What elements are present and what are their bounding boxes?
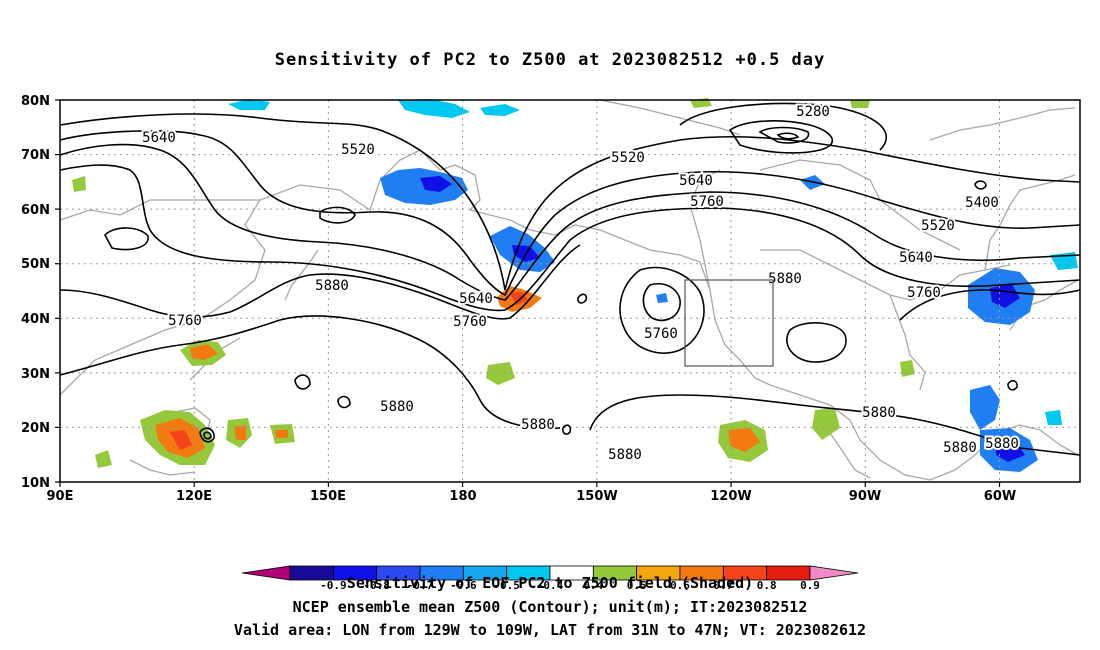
valid-area-box bbox=[684, 279, 774, 367]
colorbar-label: 0.8 bbox=[757, 579, 777, 592]
colorbar-label: -0.7 bbox=[407, 579, 434, 592]
contour-label: 5520 bbox=[611, 150, 645, 166]
colorbar-label: -0.6 bbox=[450, 579, 477, 592]
shading-caption: Sensitivity of EOF PC2 to Z500 field (Sh… bbox=[346, 574, 754, 592]
lat-label: 70N bbox=[21, 148, 50, 163]
colorbar-label: 0.7 bbox=[713, 579, 733, 592]
lon-label: 150E bbox=[310, 489, 346, 504]
contour-label: 5880 bbox=[862, 405, 896, 421]
lat-axis-labels: 80N 70N 60N 50N 40N 30N 20N 10N bbox=[21, 94, 50, 491]
contour-label: 5760 bbox=[690, 194, 724, 210]
colorbar-labels: -0.9 -0.8 -0.7 -0.6 -0.5 -0.4 0.4 0.5 0.6 0.7 0.8 0… bbox=[320, 579, 820, 592]
sensitivity-shading bbox=[72, 98, 1078, 472]
contour-label: 5760 bbox=[644, 326, 678, 342]
lat-label: 80N bbox=[21, 94, 50, 109]
contour-label: 5280 bbox=[796, 104, 830, 120]
valid-area-caption: Valid area: LON from 129W to 109W, LAT f… bbox=[233, 621, 867, 639]
contour-label: 5880 bbox=[985, 436, 1019, 452]
colorbar-label: -0.8 bbox=[363, 579, 390, 592]
lon-label: 120W bbox=[710, 489, 751, 504]
colorbar-label: 0.6 bbox=[670, 579, 690, 592]
contour-label: 5880 bbox=[943, 440, 977, 456]
lon-label: 120E bbox=[176, 489, 212, 504]
contour-label: 5640 bbox=[679, 173, 713, 189]
colorbar-label: -0.5 bbox=[493, 579, 520, 592]
lon-label: 60W bbox=[984, 489, 1016, 504]
lon-label: 90W bbox=[849, 489, 881, 504]
contour-label: 5880 bbox=[380, 399, 414, 415]
lon-label: 90E bbox=[47, 489, 74, 504]
colorbar-label: -0.9 bbox=[320, 579, 347, 592]
contour-label: 5880 bbox=[315, 278, 349, 294]
contour-label: 5640 bbox=[459, 291, 493, 307]
contour-label: 5640 bbox=[142, 130, 176, 146]
contour-label: 5880 bbox=[768, 271, 802, 287]
contour-label: 5640 bbox=[899, 250, 933, 266]
lat-label: 20N bbox=[21, 421, 50, 436]
contour-label: 5760 bbox=[168, 313, 202, 329]
axis-ticks bbox=[55, 99, 1001, 487]
lat-label: 10N bbox=[21, 476, 50, 491]
contour-labels: 5280 5400 5520 5520 5520 5640 5640 5640 … bbox=[140, 102, 1021, 465]
contour-label: 5880 bbox=[608, 447, 642, 463]
contour-label: 5520 bbox=[341, 142, 375, 158]
lon-label: 180 bbox=[449, 489, 476, 504]
z500-contours bbox=[59, 102, 1081, 456]
lat-label: 60N bbox=[21, 203, 50, 218]
contour-label: 5880 bbox=[521, 417, 555, 433]
colorbar-swatch bbox=[809, 565, 859, 581]
lon-axis-labels: 90E 120E 150E 180 150W 120W 90W 60W bbox=[47, 489, 1017, 504]
colorbar-label: 0.5 bbox=[627, 579, 647, 592]
colorbar-label: -0.4 bbox=[537, 579, 564, 592]
lat-label: 40N bbox=[21, 312, 50, 327]
contour-label: 5760 bbox=[907, 285, 941, 301]
lat-label: 50N bbox=[21, 257, 50, 272]
colorbar-label: 0.4 bbox=[583, 579, 603, 592]
page-title: Sensitivity of PC2 to Z500 at 2023082512… bbox=[274, 50, 826, 70]
lon-label: 150W bbox=[576, 489, 617, 504]
colorbar bbox=[241, 565, 859, 581]
contour-caption: NCEP ensemble mean Z500 (Contour); unit(… bbox=[292, 598, 808, 616]
lat-label: 30N bbox=[21, 367, 50, 382]
contour-label: 5400 bbox=[965, 195, 999, 211]
plot-frame bbox=[59, 99, 1081, 483]
contour-label: 5520 bbox=[921, 218, 955, 234]
contour-label: 5760 bbox=[453, 314, 487, 330]
colorbar-label: 0.9 bbox=[800, 579, 820, 592]
